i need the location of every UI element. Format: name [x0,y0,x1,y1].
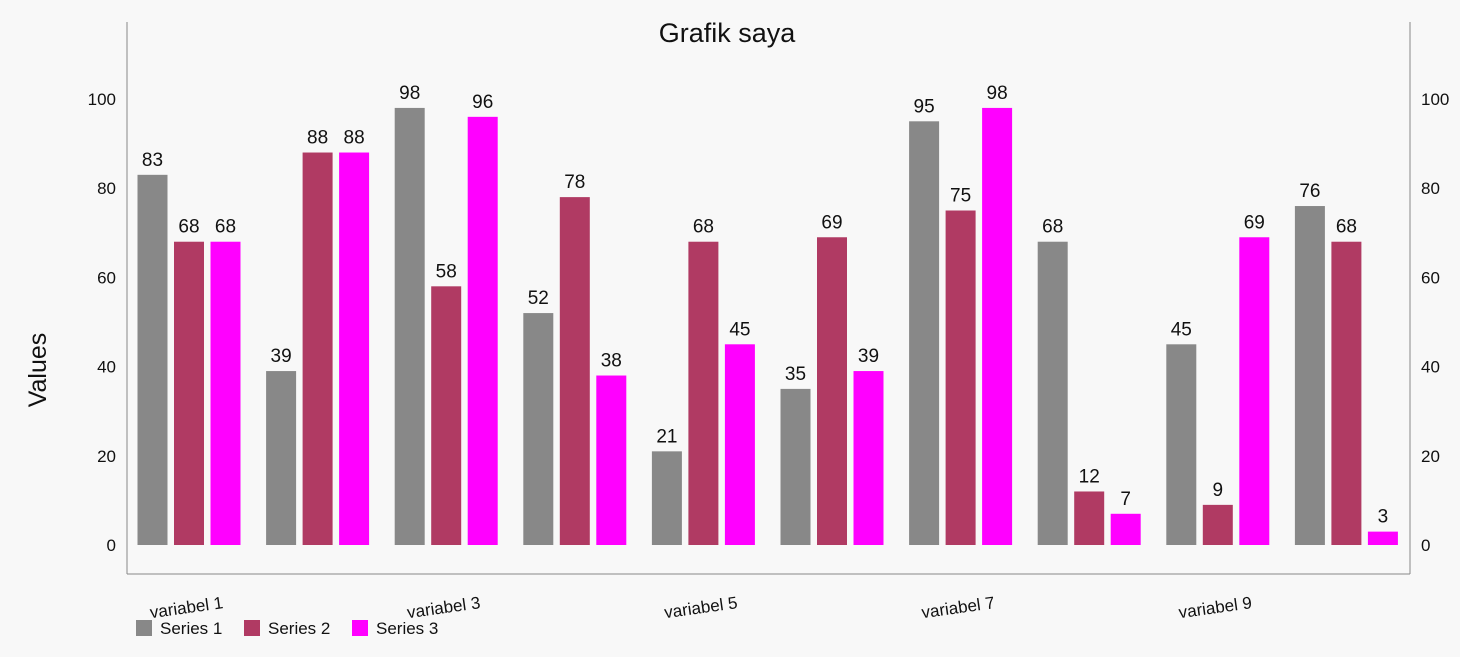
data-label-1-3: 98 [399,83,420,104]
legend-label-3: Series 3 [376,619,438,638]
data-label-2-6: 69 [821,212,842,233]
data-label-2-7: 75 [950,186,971,207]
bar-2-8 [1074,491,1105,545]
bar-2-6 [817,237,847,545]
data-label-3-8: 7 [1120,489,1131,510]
y-tick-right-80: 80 [1421,179,1440,198]
y-tick-left-100: 100 [88,90,116,109]
data-label-3-2: 88 [344,128,365,149]
y-tick-left-40: 40 [97,358,116,377]
x-category-label-7: variabel 7 [920,593,996,622]
data-label-1-9: 45 [1171,319,1192,340]
bar-1-4 [523,313,554,545]
data-label-1-5: 21 [656,426,677,447]
bar-1-5 [651,451,682,545]
data-label-1-4: 52 [528,288,549,309]
y-tick-right-100: 100 [1421,90,1449,109]
bar-3-1 [210,241,241,545]
bar-3-2 [339,152,370,545]
y-tick-right-20: 20 [1421,447,1440,466]
y-tick-left-0: 0 [107,536,116,555]
y-axis-title: Values [24,333,52,408]
y-tick-right-0: 0 [1421,536,1430,555]
data-label-1-6: 35 [785,364,806,385]
data-label-2-1: 68 [178,217,199,238]
data-label-1-2: 39 [271,346,292,367]
bar-3-8 [1110,513,1141,545]
y-tick-left-60: 60 [97,268,116,287]
data-label-3-5: 45 [729,319,750,340]
y-tick-right-40: 40 [1421,358,1440,377]
data-label-3-9: 69 [1244,212,1265,233]
bar-1-7 [909,121,940,546]
bar-1-10 [1294,206,1325,546]
data-label-3-10: 3 [1378,507,1389,528]
data-label-2-10: 68 [1336,217,1357,238]
x-category-labels-layer: variabel 1 variabel 3 variabel 5 variabel 7… [149,593,1253,622]
bar-3-6 [853,371,884,545]
bar-3-9 [1239,237,1270,545]
bar-1-9 [1166,344,1197,545]
legend-label-1: Series 1 [160,619,222,638]
x-category-label-9: variabel 9 [1177,593,1253,622]
data-label-2-2: 88 [307,128,328,149]
bar-3-3 [467,116,498,545]
y-ticks-layer: 0 0 20 20 40 40 60 60 80 80 100 100 [88,90,1450,555]
x-category-label-3: variabel 3 [406,593,482,622]
bar-1-3 [394,107,425,546]
data-label-1-8: 68 [1042,217,1063,238]
y-tick-left-80: 80 [97,179,116,198]
bar-2-4 [559,197,590,545]
legend-swatch-3 [352,620,368,636]
bar-2-9 [1202,504,1233,545]
data-label-1-1: 83 [142,150,163,171]
bar-2-7 [945,210,976,545]
data-label-2-4: 78 [564,172,585,193]
bars-layer [137,107,1398,546]
legend-swatch-1 [136,620,152,636]
x-category-label-1: variabel 1 [149,593,225,622]
legend: Series 1 Series 2 Series 3 [136,619,438,638]
bar-3-4 [596,375,627,545]
legend-swatch-2 [244,620,260,636]
chart-title: Grafik saya [659,18,797,48]
data-label-3-7: 98 [987,83,1008,104]
data-label-1-10: 76 [1299,181,1320,202]
data-label-3-4: 38 [601,351,622,372]
y-tick-right-60: 60 [1421,268,1440,287]
x-category-label-5: variabel 5 [663,593,739,622]
bar-1-1 [137,174,168,545]
y-tick-left-20: 20 [97,447,116,466]
data-label-3-3: 96 [472,92,493,113]
data-label-2-3: 58 [436,261,457,282]
bar-3-10 [1367,531,1398,545]
data-label-1-7: 95 [914,96,935,117]
data-label-2-5: 68 [693,217,714,238]
bar-2-1 [174,241,204,545]
bar-2-5 [688,241,719,545]
bar-2-3 [431,286,462,545]
bar-3-5 [724,344,755,545]
data-label-3-1: 68 [215,217,236,238]
data-label-2-9: 9 [1213,480,1224,501]
bar-1-8 [1037,241,1068,545]
data-label-3-6: 39 [858,346,879,367]
bar-1-6 [780,388,811,545]
bar-2-10 [1331,241,1362,545]
data-label-2-8: 12 [1079,466,1100,487]
bar-3-7 [982,107,1013,546]
bar-2-2 [302,152,333,545]
bar-1-2 [266,371,297,545]
legend-label-2: Series 2 [268,619,330,638]
